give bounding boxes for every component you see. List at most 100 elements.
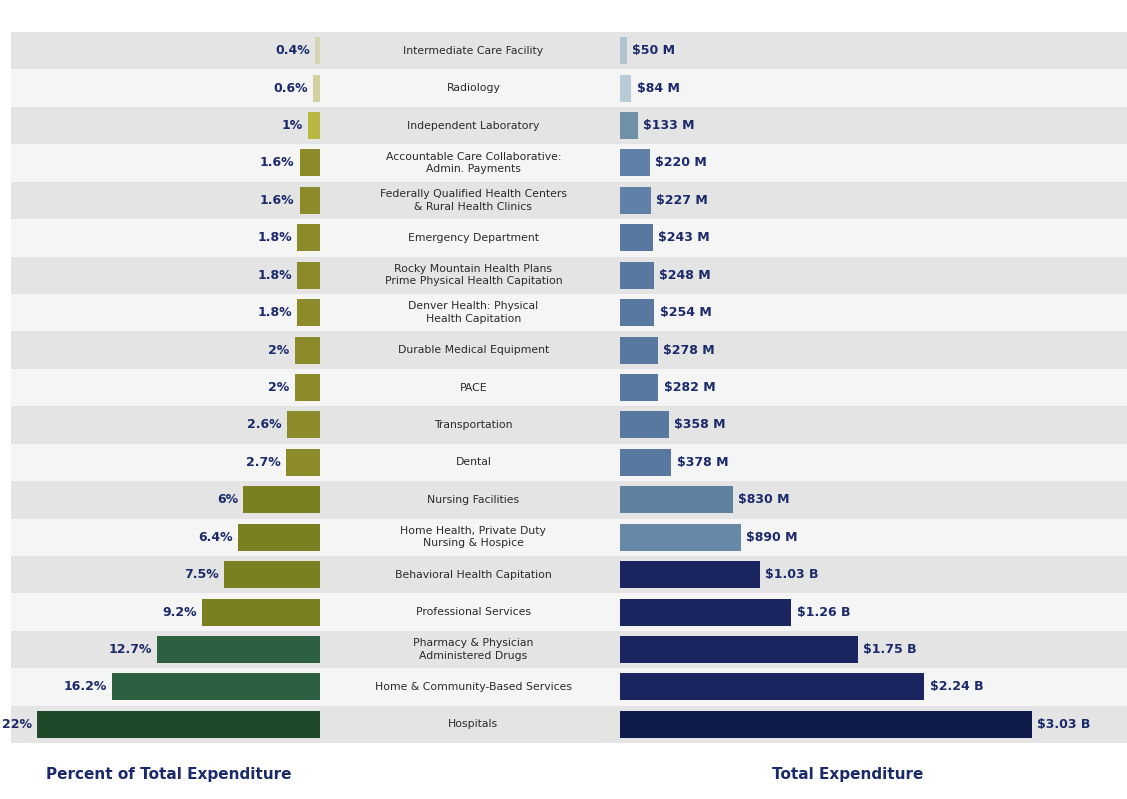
- Text: $227 M: $227 M: [656, 194, 708, 207]
- Text: Denver Health: Physical
Health Capitation: Denver Health: Physical Health Capitatio…: [408, 301, 539, 324]
- Text: 2%: 2%: [268, 344, 290, 356]
- Bar: [327, 443, 620, 481]
- Bar: [11, 668, 327, 706]
- Bar: [620, 374, 658, 401]
- Bar: [620, 336, 658, 364]
- Bar: [620, 187, 650, 214]
- Bar: [327, 332, 620, 369]
- Bar: [285, 449, 320, 476]
- Text: Accountable Care Collaborative:
Admin. Payments: Accountable Care Collaborative: Admin. P…: [385, 152, 561, 174]
- Bar: [298, 299, 320, 326]
- Text: $50 M: $50 M: [632, 44, 675, 58]
- Text: 6.4%: 6.4%: [198, 531, 233, 544]
- Bar: [620, 630, 1127, 668]
- Bar: [327, 594, 620, 630]
- Bar: [327, 369, 620, 406]
- Bar: [620, 38, 627, 64]
- Text: Radiology: Radiology: [446, 83, 500, 93]
- Bar: [620, 299, 655, 326]
- Text: Home Health, Private Duty
Nursing & Hospice: Home Health, Private Duty Nursing & Hosp…: [400, 526, 547, 548]
- Text: 9.2%: 9.2%: [162, 606, 197, 618]
- Bar: [202, 598, 320, 626]
- Bar: [327, 630, 620, 668]
- Bar: [620, 524, 740, 551]
- Bar: [327, 406, 620, 443]
- Text: $358 M: $358 M: [674, 419, 726, 431]
- Text: PACE: PACE: [460, 383, 487, 392]
- Text: Professional Services: Professional Services: [416, 607, 531, 617]
- Bar: [287, 411, 320, 439]
- Bar: [327, 668, 620, 706]
- Text: 0.6%: 0.6%: [273, 81, 308, 94]
- Text: $378 M: $378 M: [676, 456, 728, 469]
- Bar: [327, 706, 620, 743]
- Bar: [620, 256, 1127, 294]
- Bar: [620, 411, 668, 439]
- Text: 1.8%: 1.8%: [257, 268, 292, 282]
- Bar: [11, 181, 327, 219]
- Text: 6%: 6%: [216, 493, 238, 507]
- Text: $1.26 B: $1.26 B: [797, 606, 850, 618]
- Text: 1%: 1%: [281, 119, 302, 132]
- Text: $133 M: $133 M: [644, 119, 695, 132]
- Text: 1.8%: 1.8%: [257, 231, 292, 244]
- Text: Behavioral Health Capitation: Behavioral Health Capitation: [394, 570, 552, 579]
- Bar: [620, 107, 1127, 145]
- Bar: [620, 668, 1127, 706]
- Bar: [620, 149, 650, 177]
- Text: 16.2%: 16.2%: [63, 681, 107, 694]
- Text: Durable Medical Equipment: Durable Medical Equipment: [398, 345, 549, 355]
- Bar: [224, 561, 320, 588]
- Text: 2%: 2%: [268, 381, 290, 394]
- Bar: [327, 519, 620, 556]
- Text: $220 M: $220 M: [655, 157, 707, 169]
- Bar: [11, 107, 327, 145]
- Bar: [620, 406, 1127, 443]
- Text: Hospitals: Hospitals: [449, 719, 498, 729]
- Bar: [620, 594, 1127, 630]
- Bar: [300, 149, 320, 177]
- Bar: [112, 674, 320, 701]
- Text: Pharmacy & Physician
Administered Drugs: Pharmacy & Physician Administered Drugs: [414, 638, 533, 661]
- Bar: [11, 594, 327, 630]
- Text: 12.7%: 12.7%: [108, 643, 152, 656]
- Bar: [620, 112, 638, 139]
- Bar: [308, 112, 320, 139]
- Text: 22%: 22%: [2, 718, 32, 731]
- Text: Transportation: Transportation: [434, 420, 513, 430]
- Text: $890 M: $890 M: [746, 531, 798, 544]
- Text: Emergency Department: Emergency Department: [408, 233, 539, 243]
- Bar: [316, 38, 320, 64]
- Text: 2.6%: 2.6%: [247, 419, 282, 431]
- Bar: [11, 32, 327, 70]
- Text: 0.4%: 0.4%: [275, 44, 310, 58]
- Text: Intermediate Care Facility: Intermediate Care Facility: [403, 46, 543, 56]
- Text: Independent Laboratory: Independent Laboratory: [407, 121, 540, 130]
- Text: 2.7%: 2.7%: [246, 456, 281, 469]
- Text: Percent of Total Expenditure: Percent of Total Expenditure: [46, 767, 292, 782]
- Bar: [620, 706, 1127, 743]
- Text: Rocky Mountain Health Plans
Prime Physical Health Capitation: Rocky Mountain Health Plans Prime Physic…: [384, 264, 562, 286]
- Bar: [620, 519, 1127, 556]
- Bar: [620, 32, 1127, 70]
- Bar: [620, 181, 1127, 219]
- Bar: [298, 262, 320, 288]
- Text: $254 M: $254 M: [659, 306, 711, 319]
- Bar: [327, 481, 620, 519]
- Text: $1.03 B: $1.03 B: [765, 568, 819, 581]
- Text: Home & Community-Based Services: Home & Community-Based Services: [375, 682, 571, 692]
- Text: $243 M: $243 M: [658, 231, 710, 244]
- Bar: [11, 630, 327, 668]
- Bar: [157, 636, 320, 663]
- Bar: [620, 262, 654, 288]
- Bar: [11, 369, 327, 406]
- Bar: [11, 219, 327, 256]
- Bar: [11, 406, 327, 443]
- Bar: [327, 556, 620, 594]
- Text: $1.75 B: $1.75 B: [863, 643, 917, 656]
- Bar: [11, 145, 327, 181]
- Text: $248 M: $248 M: [659, 268, 711, 282]
- Bar: [620, 674, 924, 701]
- Bar: [620, 636, 858, 663]
- Text: 1.6%: 1.6%: [260, 157, 294, 169]
